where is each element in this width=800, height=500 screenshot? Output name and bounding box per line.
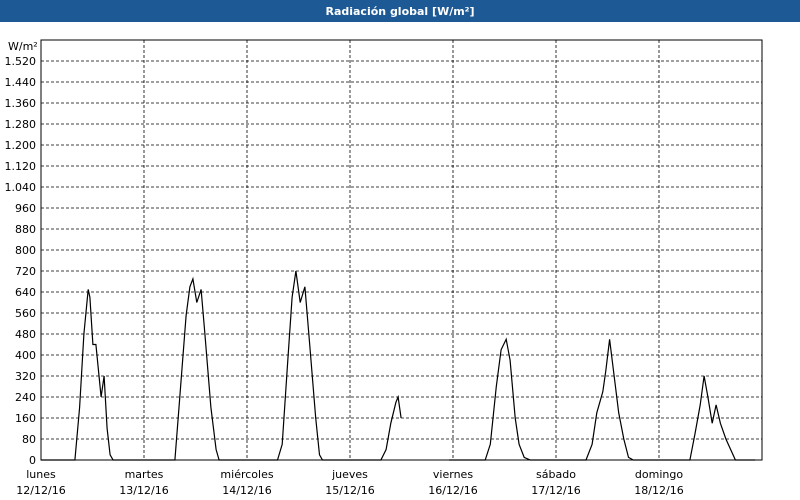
- x-tick-label: domingo: [635, 468, 683, 481]
- data-line: [41, 270, 756, 461]
- y-tick-label: 560: [15, 307, 36, 320]
- y-tick-label: 960: [15, 202, 36, 215]
- chart-title: Radiación global [W/m²]: [325, 5, 474, 18]
- y-tick-label: 400: [15, 349, 36, 362]
- y-tick-label: 0: [29, 454, 36, 467]
- x-tick-label: lunes: [26, 468, 56, 481]
- y-tick-label: 800: [15, 244, 36, 257]
- x-tick-label: jueves: [331, 468, 368, 481]
- x-tick-label: miércoles: [220, 468, 273, 481]
- y-tick-label: 1.280: [5, 118, 37, 131]
- x-tick-date: 16/12/16: [428, 484, 477, 497]
- y-tick-label: 80: [22, 433, 36, 446]
- x-tick-label: viernes: [433, 468, 473, 481]
- y-tick-label: 320: [15, 370, 36, 383]
- x-tick-label: martes: [125, 468, 164, 481]
- y-tick-label: 480: [15, 328, 36, 341]
- y-tick-label: 1.440: [5, 76, 37, 89]
- x-tick-label: sábado: [536, 468, 576, 481]
- y-tick-label: 1.040: [5, 181, 37, 194]
- x-tick-date: 17/12/16: [531, 484, 580, 497]
- y-tick-label: 1.520: [5, 55, 37, 68]
- y-tick-label: 160: [15, 412, 36, 425]
- y-tick-label: 640: [15, 286, 36, 299]
- x-tick-date: 15/12/16: [325, 484, 374, 497]
- y-tick-label: 720: [15, 265, 36, 278]
- x-tick-date: 14/12/16: [222, 484, 271, 497]
- y-unit: W/m²: [8, 40, 38, 53]
- x-tick-date: 13/12/16: [119, 484, 168, 497]
- y-tick-label: 1.120: [5, 160, 37, 173]
- x-tick-date: 18/12/16: [634, 484, 683, 497]
- y-tick-label: 1.200: [5, 139, 37, 152]
- y-tick-label: 1.360: [5, 97, 37, 110]
- title-bar: [0, 0, 800, 22]
- y-tick-label: 880: [15, 223, 36, 236]
- x-tick-date: 12/12/16: [16, 484, 65, 497]
- y-tick-label: 240: [15, 391, 36, 404]
